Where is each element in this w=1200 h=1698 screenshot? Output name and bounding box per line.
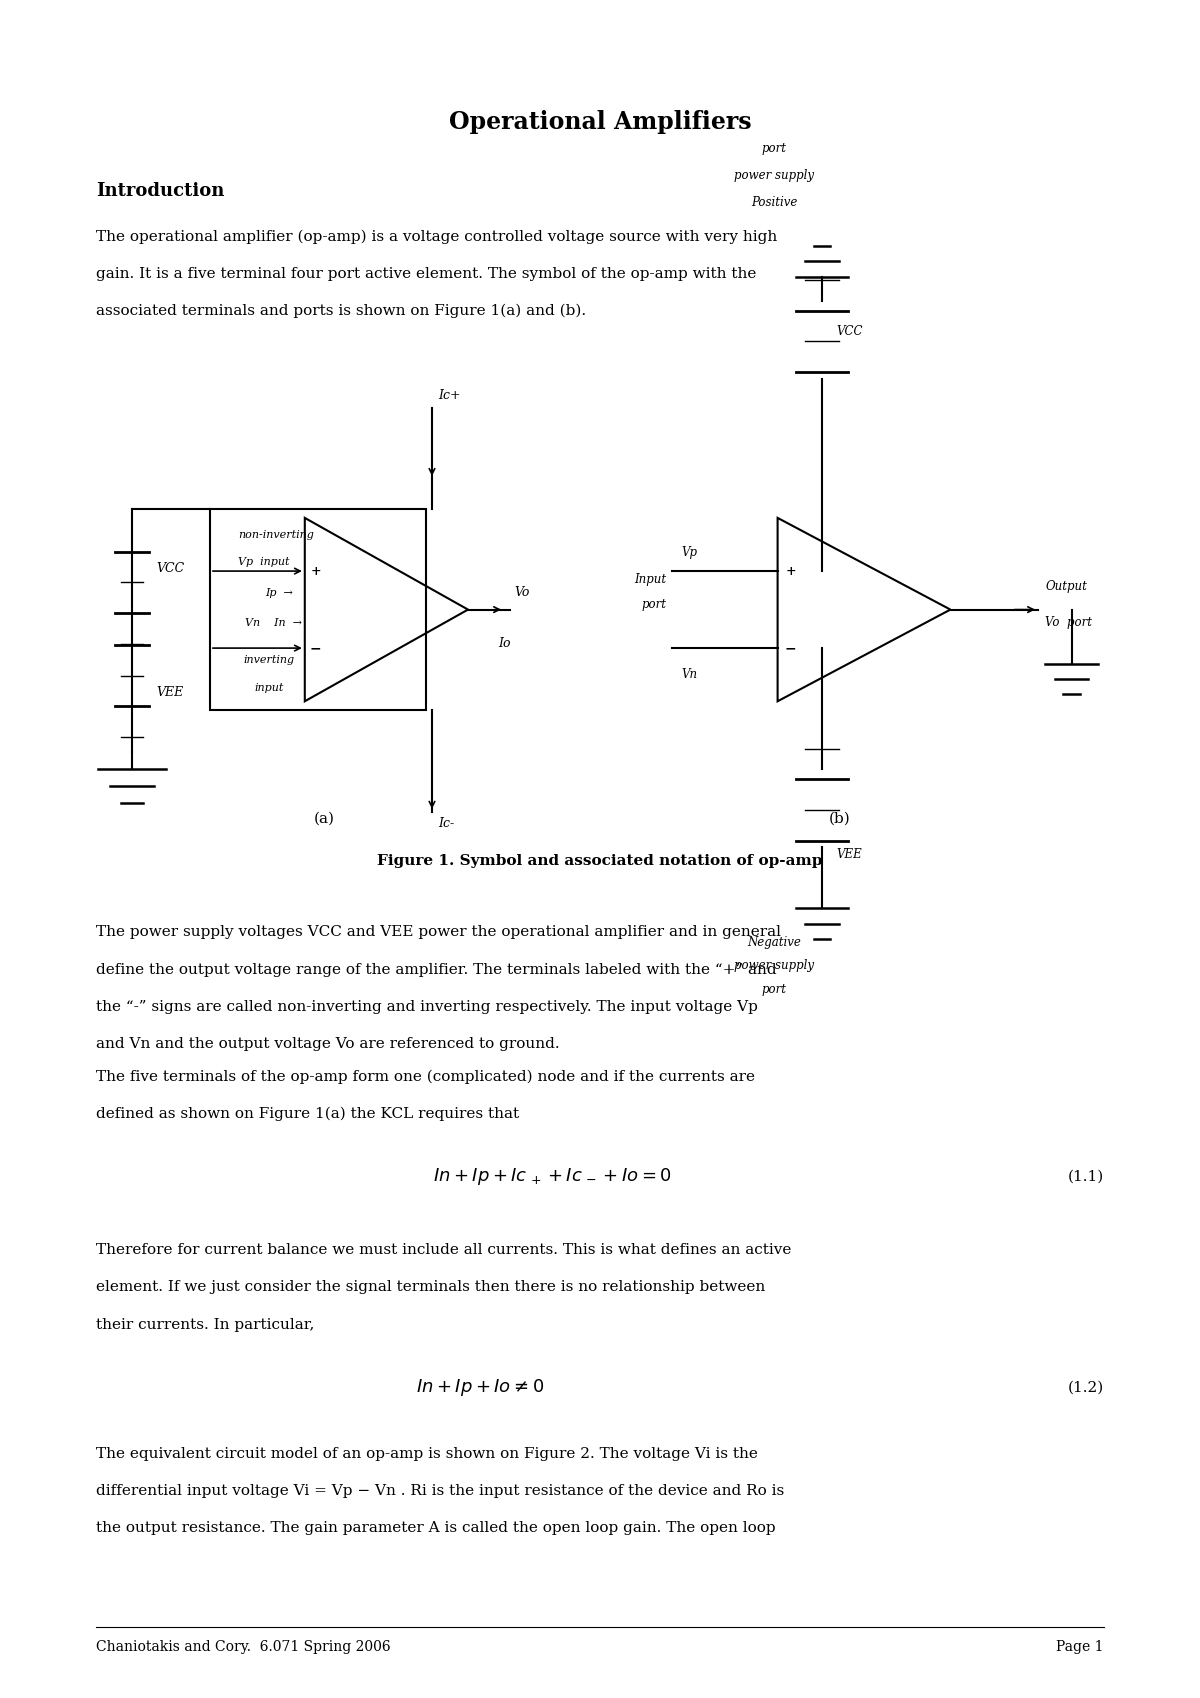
Text: (a): (a) (313, 812, 335, 825)
Text: Figure 1. Symbol and associated notation of op-amp: Figure 1. Symbol and associated notation… (377, 854, 823, 868)
Text: Operational Amplifiers: Operational Amplifiers (449, 110, 751, 134)
Text: defined as shown on Figure 1(a) the KCL requires that: defined as shown on Figure 1(a) the KCL … (96, 1107, 520, 1121)
Text: port: port (762, 141, 786, 155)
Text: Io: Io (498, 637, 510, 650)
Text: Vn    In  →: Vn In → (245, 618, 302, 628)
Text: Vn: Vn (682, 669, 697, 681)
Text: non-inverting: non-inverting (238, 530, 314, 540)
Text: gain. It is a five terminal four port active element. The symbol of the op-amp w: gain. It is a five terminal four port ac… (96, 267, 756, 280)
Bar (210, 509, 426, 710)
Text: differential input voltage Vi = Vp − Vn . Ri is the input resistance of the devi: differential input voltage Vi = Vp − Vn … (96, 1484, 785, 1498)
Text: port: port (641, 598, 666, 611)
Text: −: − (785, 642, 797, 655)
Text: The equivalent circuit model of an op-amp is shown on Figure 2. The voltage Vi i: The equivalent circuit model of an op-am… (96, 1447, 758, 1460)
Text: input: input (254, 683, 283, 693)
Text: Vo  port: Vo port (1045, 616, 1092, 630)
Text: associated terminals and ports is shown on Figure 1(a) and (b).: associated terminals and ports is shown … (96, 304, 586, 318)
Text: Input: Input (634, 572, 666, 586)
Text: VCC: VCC (836, 324, 863, 338)
Text: (1.1): (1.1) (1068, 1170, 1104, 1184)
Text: Ic-: Ic- (438, 817, 455, 830)
Text: Page 1: Page 1 (1056, 1640, 1104, 1654)
Text: +: + (311, 564, 320, 577)
Text: port: port (762, 983, 786, 997)
Text: power supply: power supply (734, 168, 814, 182)
Text: their currents. In particular,: their currents. In particular, (96, 1318, 314, 1331)
Text: inverting: inverting (244, 655, 294, 666)
Text: Ic+: Ic+ (438, 389, 461, 402)
Text: Chaniotakis and Cory.  6.071 Spring 2006: Chaniotakis and Cory. 6.071 Spring 2006 (96, 1640, 391, 1654)
Text: $In + Ip + Io \neq 0$: $In + Ip + Io \neq 0$ (416, 1377, 544, 1397)
Text: The five terminals of the op-amp form one (complicated) node and if the currents: The five terminals of the op-amp form on… (96, 1070, 755, 1083)
Text: the “-” signs are called non-inverting and inverting respectively. The input vol: the “-” signs are called non-inverting a… (96, 1000, 758, 1014)
Text: −: − (310, 642, 322, 655)
Text: Output: Output (1045, 579, 1087, 593)
Text: $In + Ip + Ic_{\,+} + Ic_{\,-} + Io = 0$: $In + Ip + Ic_{\,+} + Ic_{\,-} + Io = 0$ (433, 1167, 671, 1187)
Text: Ip  →: Ip → (265, 588, 294, 598)
Text: and Vn and the output voltage Vo are referenced to ground.: and Vn and the output voltage Vo are ref… (96, 1037, 559, 1051)
Text: Vp: Vp (682, 547, 697, 559)
Text: +: + (786, 564, 796, 577)
Text: The operational amplifier (op-amp) is a voltage controlled voltage source with v: The operational amplifier (op-amp) is a … (96, 229, 778, 243)
Text: VEE: VEE (156, 686, 184, 700)
Text: define the output voltage range of the amplifier. The terminals labeled with the: define the output voltage range of the a… (96, 963, 776, 976)
Text: Vp  input: Vp input (239, 557, 289, 567)
Text: Positive: Positive (751, 195, 797, 209)
Text: element. If we just consider the signal terminals then there is no relationship : element. If we just consider the signal … (96, 1280, 766, 1294)
Text: (1.2): (1.2) (1068, 1380, 1104, 1394)
Text: power supply: power supply (734, 959, 814, 973)
Text: the output resistance. The gain parameter A is called the open loop gain. The op: the output resistance. The gain paramete… (96, 1521, 775, 1535)
Text: (b): (b) (829, 812, 851, 825)
Text: Therefore for current balance we must include all currents. This is what defines: Therefore for current balance we must in… (96, 1243, 791, 1257)
Text: The power supply voltages VCC and VEE power the operational amplifier and in gen: The power supply voltages VCC and VEE po… (96, 925, 781, 939)
Text: VCC: VCC (156, 562, 185, 576)
Text: Introduction: Introduction (96, 182, 224, 200)
Text: Vo: Vo (515, 586, 530, 599)
Text: Negative: Negative (748, 936, 800, 949)
Text: VEE: VEE (836, 847, 862, 861)
